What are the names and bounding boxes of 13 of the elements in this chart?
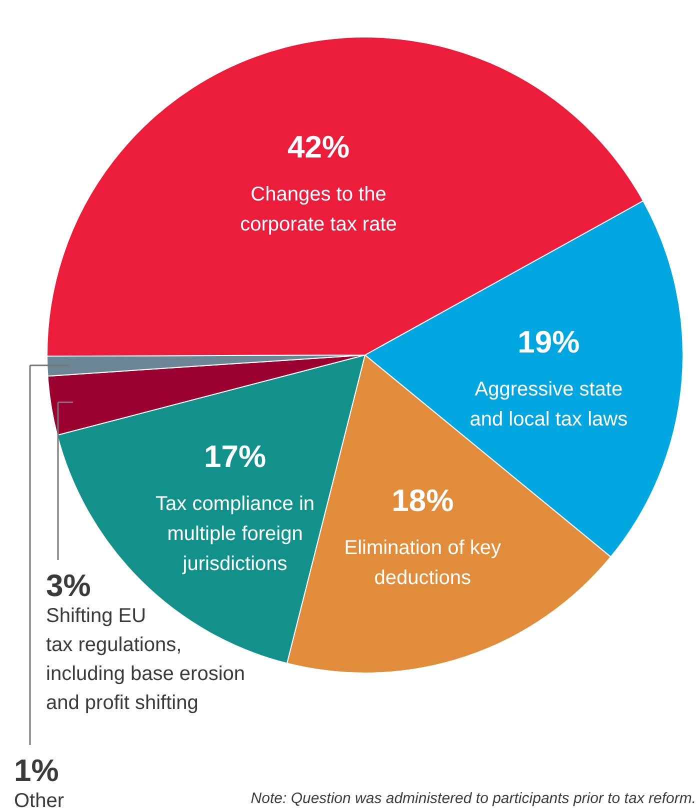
data-label: 17% [204,438,266,474]
slice-label: Changes to the corporate tax rate [240,184,397,236]
data-label: 1% [14,753,59,788]
data-label: 18% [392,483,454,518]
data-label: 42% [287,130,350,165]
slice-label: Shifting EU tax regulations, including base erosion and profit shifting [46,605,246,714]
data-label: 19% [518,324,580,360]
text: Note: Question was administered to participants prior to tax reform. [250,790,696,807]
slice-label: Elimination of key deductions [344,537,501,590]
slice-label: Aggressive state and local tax laws [470,378,628,431]
data-label: 3% [46,568,91,603]
slice-label: Tax compliance in multiple foreign jurisdictions [156,492,315,575]
slice-label: Other [14,790,64,812]
